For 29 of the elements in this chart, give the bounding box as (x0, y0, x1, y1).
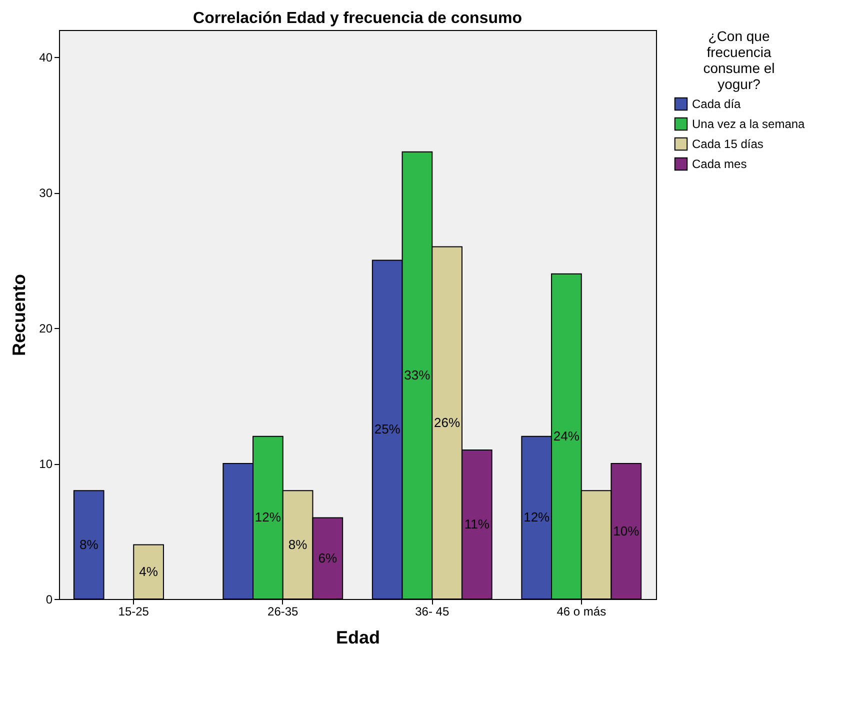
data-label: 8% (79, 536, 99, 552)
y-tick-label: 30 (39, 186, 53, 200)
y-axis-title: Recuento (9, 274, 30, 356)
legend-title: ¿Con que frecuencia consume el yogur? (703, 28, 775, 92)
legend-label: Cada mes (692, 157, 747, 171)
data-label: 6% (318, 550, 338, 566)
legend-label: Cada 15 días (692, 137, 764, 151)
data-label: 10% (613, 523, 640, 538)
legend-label: Una vez a la semana (692, 117, 806, 131)
y-tick-label: 40 (39, 50, 53, 65)
y-tick-label: 0 (46, 592, 53, 606)
x-tick-label: 15-25 (118, 604, 150, 618)
data-label: 4% (139, 564, 158, 579)
data-label: 25% (374, 422, 401, 437)
y-tick-label: 20 (39, 322, 53, 336)
data-label: 24% (553, 428, 580, 444)
y-tick-label: 10 (39, 457, 53, 472)
chart-title: Correlación Edad y frecuencia de consumo (193, 10, 522, 27)
data-label: 26% (434, 414, 460, 430)
legend-label: Cada día (692, 97, 742, 111)
x-tick-label: 26-35 (268, 604, 299, 618)
data-label: 8% (288, 536, 308, 552)
data-label: 11% (464, 516, 490, 532)
data-label: 12% (254, 510, 282, 525)
x-axis-title: Edad (336, 628, 380, 648)
data-label: 12% (524, 510, 550, 525)
x-tick-label: 46 o más (556, 604, 606, 618)
x-tick-label: 36- 45 (415, 604, 450, 618)
data-label: 33% (404, 367, 431, 382)
